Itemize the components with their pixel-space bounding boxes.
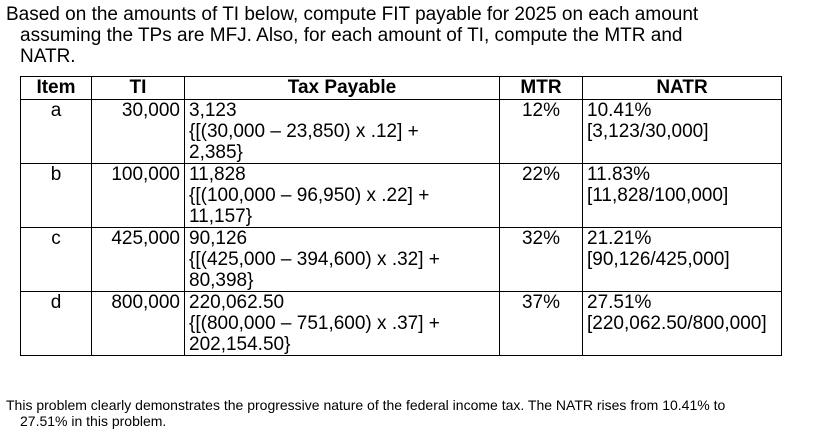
header-item: Item	[20, 76, 92, 100]
problem-line-1: Based on the amounts of TI below, comput…	[6, 4, 699, 25]
natr-calc: [90,126/425,000]	[587, 249, 730, 270]
item-cell: b	[20, 163, 92, 228]
tax-payable-cell: 3,123 {[(30,000 – 23,850) x .12] + 2,385…	[184, 99, 500, 164]
tax-calc-line-1: {[(425,000 – 394,600) x .32] +	[189, 249, 440, 270]
tax-calc-line-2: 11,157}	[189, 206, 253, 227]
tax-amount: 11,828	[189, 164, 246, 185]
natr-value: 27.51%	[587, 292, 652, 313]
ti-cell: 800,000	[91, 291, 185, 356]
natr-cell: 11.83% [11,828/100,000]	[582, 163, 782, 228]
mtr-cell: 37%	[499, 291, 583, 356]
natr-value: 10.41%	[587, 100, 652, 121]
table-row: b 100,000 11,828 {[(100,000 – 96,950) x …	[20, 163, 782, 228]
tax-amount: 220,062.50	[189, 292, 285, 313]
item-cell: a	[20, 99, 92, 164]
table-row: d 800,000 220,062.50 {[(800,000 – 751,60…	[20, 291, 782, 356]
header-mtr: MTR	[499, 76, 583, 100]
tax-table: Item TI Tax Payable MTR NATR a 30,000 3,…	[20, 76, 782, 356]
footnote: This problem clearly demonstrates the pr…	[6, 397, 816, 429]
tax-payable-cell: 220,062.50 {[(800,000 – 751,600) x .37] …	[184, 291, 500, 356]
problem-line-2: assuming the TPs are MFJ. Also, for each…	[20, 25, 683, 46]
header-natr: NATR	[582, 76, 782, 100]
tax-calc-line-1: {[(30,000 – 23,850) x .12] +	[189, 121, 419, 142]
mtr-cell: 32%	[499, 227, 583, 292]
natr-cell: 10.41% [3,123/30,000]	[582, 99, 782, 164]
ti-cell: 425,000	[91, 227, 185, 292]
header-tax-payable: Tax Payable	[184, 76, 500, 100]
mtr-cell: 22%	[499, 163, 583, 228]
table-header-row: Item TI Tax Payable MTR NATR	[20, 76, 782, 100]
tax-payable-cell: 90,126 {[(425,000 – 394,600) x .32] + 80…	[184, 227, 500, 292]
natr-calc: [11,828/100,000]	[587, 185, 729, 206]
footnote-line-1: This problem clearly demonstrates the pr…	[6, 397, 726, 413]
natr-cell: 21.21% [90,126/425,000]	[582, 227, 782, 292]
natr-calc: [220,062.50/800,000]	[587, 313, 767, 334]
mtr-cell: 12%	[499, 99, 583, 164]
header-ti: TI	[91, 76, 185, 100]
item-cell: c	[20, 227, 92, 292]
item-cell: d	[20, 291, 92, 356]
ti-cell: 30,000	[91, 99, 185, 164]
tax-payable-cell: 11,828 {[(100,000 – 96,950) x .22] + 11,…	[184, 163, 500, 228]
ti-cell: 100,000	[91, 163, 185, 228]
table-row: c 425,000 90,126 {[(425,000 – 394,600) x…	[20, 227, 782, 292]
tax-calc-line-2: 80,398}	[189, 270, 254, 291]
tax-calc-line-2: 2,385}	[189, 142, 243, 163]
problem-line-3: NATR.	[20, 46, 76, 67]
tax-calc-line-1: {[(800,000 – 751,600) x .37] +	[189, 313, 440, 334]
tax-calc-line-1: {[(100,000 – 96,950) x .22] +	[189, 185, 430, 206]
problem-statement: Based on the amounts of TI below, comput…	[6, 4, 806, 67]
natr-calc: [3,123/30,000]	[587, 121, 709, 142]
natr-value: 11.83%	[587, 164, 651, 185]
footnote-line-2: 27.51% in this problem.	[20, 413, 167, 429]
tax-amount: 90,126	[189, 228, 248, 249]
tax-amount: 3,123	[189, 100, 237, 121]
table-row: a 30,000 3,123 {[(30,000 – 23,850) x .12…	[20, 99, 782, 164]
natr-value: 21.21%	[587, 228, 652, 249]
natr-cell: 27.51% [220,062.50/800,000]	[582, 291, 782, 356]
tax-calc-line-2: 202,154.50}	[189, 334, 291, 355]
